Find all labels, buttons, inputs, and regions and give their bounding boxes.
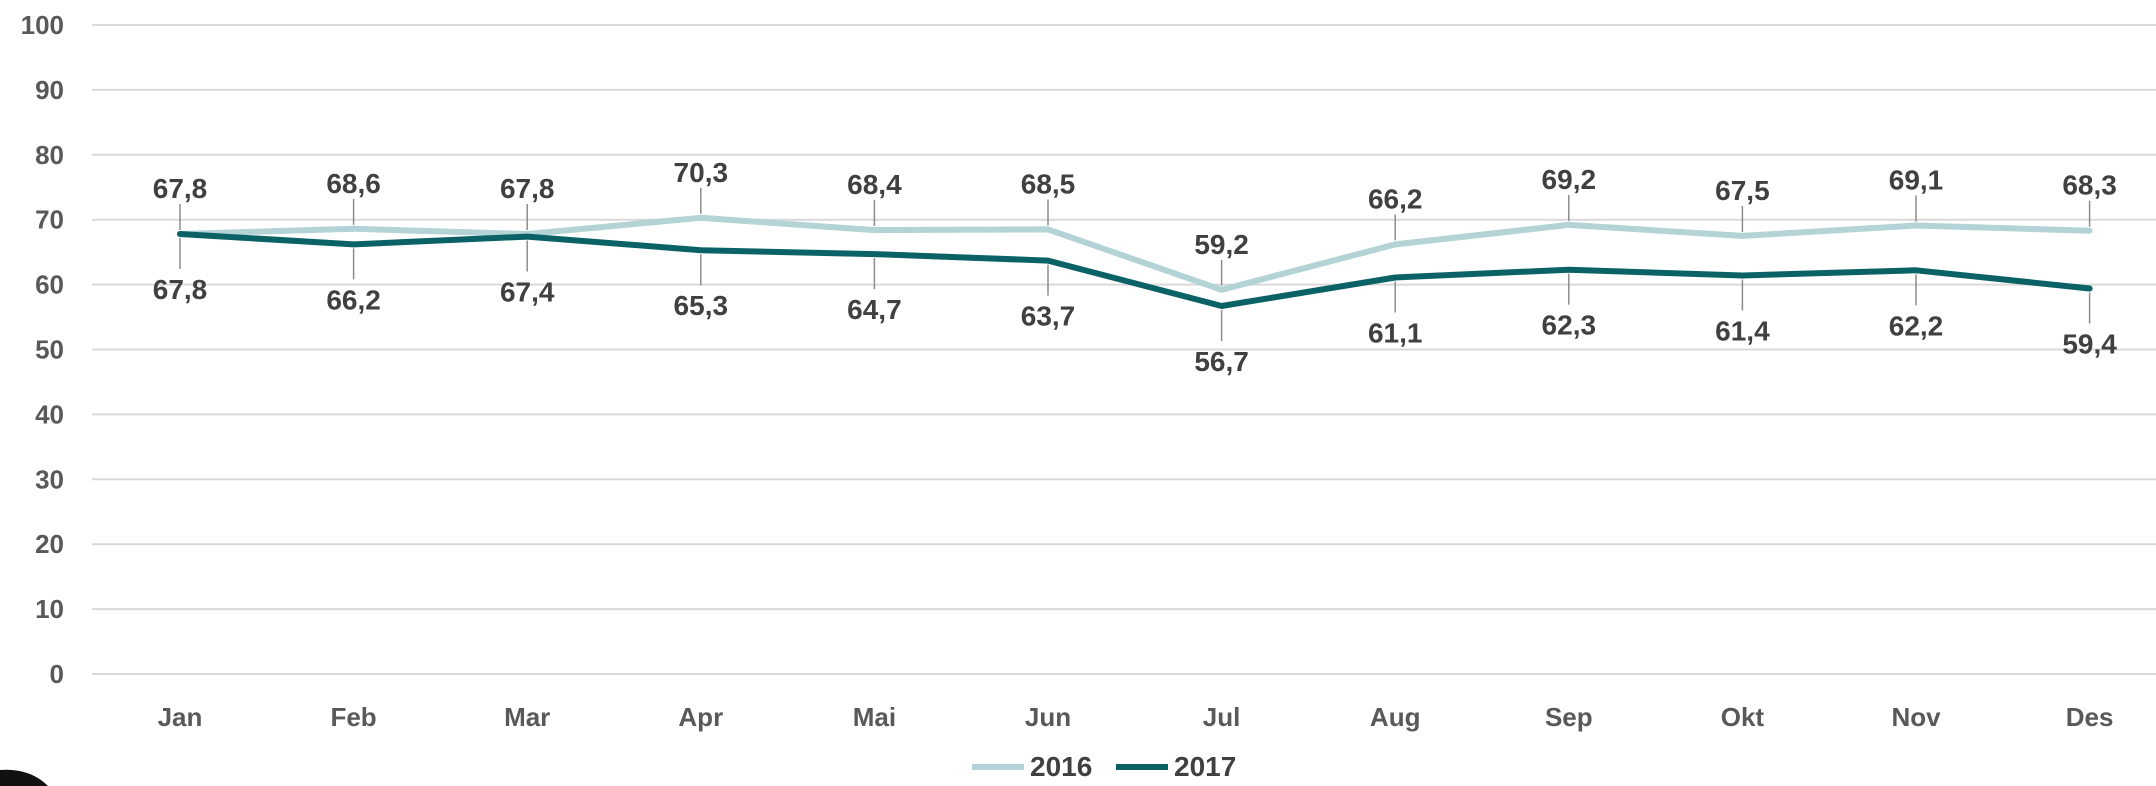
y-tick-label: 100 — [21, 10, 64, 40]
data-label-2017: 61,1 — [1368, 317, 1423, 348]
data-label-2017: 62,2 — [1889, 310, 1944, 341]
x-tick-label: Mar — [504, 702, 550, 732]
y-tick-label: 20 — [35, 529, 64, 559]
series-line-2017 — [177, 231, 2093, 309]
data-label-2016: 70,3 — [674, 157, 729, 188]
data-label-2016: 68,5 — [1021, 168, 1076, 199]
data-label-2017: 63,7 — [1021, 301, 1076, 332]
y-tick-label: 50 — [35, 335, 64, 365]
data-label-2016: 67,5 — [1715, 175, 1770, 206]
data-label-2017: 67,4 — [500, 277, 555, 308]
x-tick-label: Nov — [1891, 702, 1941, 732]
data-label-2016: 68,4 — [847, 169, 902, 200]
label-leader-lines — [179, 187, 2091, 342]
data-label-2017: 61,4 — [1715, 316, 1770, 347]
data-label-2017: 56,7 — [1194, 346, 1249, 377]
y-tick-label: 0 — [50, 659, 64, 689]
x-tick-label: Feb — [330, 702, 376, 732]
data-label-2016: 66,2 — [1368, 183, 1423, 214]
data-label-2016: 68,3 — [2062, 170, 2117, 201]
y-axis: 0 10 20 30 40 50 60 70 80 90 100 — [21, 10, 64, 689]
y-tick-label: 80 — [35, 140, 64, 170]
data-label-2017: 65,3 — [674, 290, 729, 321]
y-tick-label: 10 — [35, 594, 64, 624]
data-label-2016: 67,8 — [500, 173, 555, 204]
data-label-2017: 64,7 — [847, 294, 902, 325]
x-tick-label: Jul — [1203, 702, 1241, 732]
x-tick-label: Mai — [853, 702, 896, 732]
x-tick-label: Aug — [1370, 702, 1421, 732]
x-tick-label: Des — [2066, 702, 2114, 732]
y-tick-label: 70 — [35, 205, 64, 235]
data-label-2017: 67,8 — [153, 274, 208, 305]
data-label-2016: 69,1 — [1889, 165, 1944, 196]
data-label-2017: 59,4 — [2062, 328, 2117, 359]
legend-label-2017: 2017 — [1174, 751, 1236, 782]
data-label-2016: 69,2 — [1542, 164, 1597, 195]
data-label-2017: 66,2 — [326, 284, 381, 315]
data-labels: 67,8 67,8 68,6 66,2 67,8 67,4 70,3 65,3 68,4 64,7… — [153, 157, 2118, 377]
legend: 2016 2017 — [972, 751, 1236, 782]
series-line-2016 — [177, 214, 2093, 293]
x-tick-label: Jun — [1025, 702, 1071, 732]
y-tick-label: 40 — [35, 399, 64, 429]
gridlines — [92, 24, 2156, 675]
x-tick-label: Sep — [1545, 702, 1593, 732]
x-tick-label: Jan — [158, 702, 203, 732]
x-tick-label: Okt — [1721, 702, 1765, 732]
x-tick-label: Apr — [678, 702, 723, 732]
data-label-2017: 62,3 — [1542, 310, 1597, 341]
y-tick-label: 60 — [35, 270, 64, 300]
data-label-2016: 67,8 — [153, 173, 208, 204]
y-tick-label: 90 — [35, 75, 64, 105]
data-label-2016: 68,6 — [326, 168, 381, 199]
legend-label-2016: 2016 — [1030, 751, 1092, 782]
series-lines — [177, 214, 2093, 309]
y-tick-label: 30 — [35, 464, 64, 494]
corner-decoration — [0, 769, 48, 786]
x-axis: Jan Feb Mar Apr Mai Jun Jul Aug Sep Okt Nov Des — [158, 702, 2114, 732]
data-label-2016: 59,2 — [1194, 229, 1249, 260]
